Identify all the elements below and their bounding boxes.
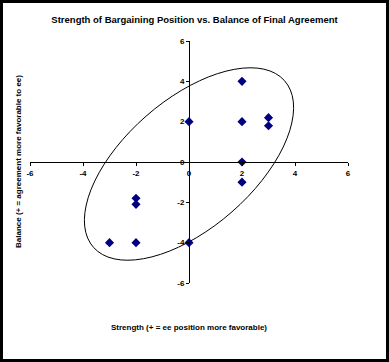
svg-text:Strength of Bargaining Positio: Strength of Bargaining Position vs. Bala…	[51, 14, 338, 25]
svg-text:2: 2	[240, 169, 245, 178]
svg-text:-6: -6	[26, 169, 34, 178]
svg-text:0: 0	[187, 169, 192, 178]
svg-text:-6: -6	[177, 279, 185, 288]
svg-text:Strength (+ = ee position more: Strength (+ = ee position more favorable…	[111, 323, 267, 332]
svg-text:-2: -2	[132, 169, 140, 178]
svg-text:0: 0	[180, 158, 185, 167]
svg-text:4: 4	[293, 169, 298, 178]
svg-text:-4: -4	[79, 169, 87, 178]
svg-text:6: 6	[346, 169, 351, 178]
svg-text:6: 6	[180, 37, 185, 46]
svg-text:-2: -2	[177, 198, 185, 207]
svg-text:4: 4	[180, 77, 185, 86]
svg-text:-4: -4	[177, 238, 185, 247]
svg-text:2: 2	[180, 117, 185, 126]
svg-text:Balance (+ = agreement more fa: Balance (+ = agreement more favorable to…	[14, 75, 23, 248]
